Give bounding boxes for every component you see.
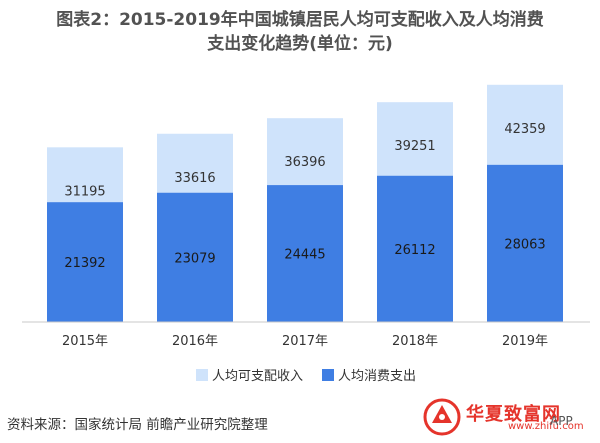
legend-swatch bbox=[196, 369, 208, 381]
x-tick-label: 2019年 bbox=[502, 334, 548, 349]
expense-value-label: 21392 bbox=[64, 256, 105, 271]
brand-name: 华夏致富网 bbox=[466, 404, 561, 425]
x-tick-label: 2015年 bbox=[62, 334, 108, 349]
expense-bar bbox=[487, 164, 563, 322]
x-tick-label: 2018年 bbox=[392, 334, 438, 349]
income-value-label: 33616 bbox=[174, 171, 215, 186]
legend-label: 人均消费支出 bbox=[338, 369, 416, 384]
legend-swatch bbox=[322, 369, 334, 381]
income-value-label: 39251 bbox=[394, 139, 435, 154]
income-value-label: 42359 bbox=[504, 122, 545, 137]
x-tick-label: 2017年 bbox=[282, 334, 328, 349]
expense-bar bbox=[377, 175, 453, 322]
expense-bar bbox=[267, 185, 343, 322]
expense-bar bbox=[47, 202, 123, 322]
income-value-label: 36396 bbox=[284, 155, 325, 170]
expense-bar bbox=[157, 192, 233, 322]
chart-title-line-2: 支出变化趋势(单位：元) bbox=[207, 34, 393, 54]
expense-value-label: 28063 bbox=[504, 237, 545, 252]
chart-title-line-1: 图表2：2015-2019年中国城镇居民人均可支配收入及人均消费 bbox=[56, 10, 544, 30]
brand-logo-icon bbox=[423, 398, 461, 436]
expense-value-label: 24445 bbox=[284, 248, 325, 263]
watermark-badge: 华夏致富网 www.zhifu.com APP bbox=[422, 397, 600, 443]
brand-subtitle: www.zhifu.com bbox=[508, 421, 584, 432]
expense-value-label: 26112 bbox=[394, 243, 435, 258]
app-label: APP bbox=[550, 414, 573, 428]
legend-label: 人均可支配收入 bbox=[212, 369, 303, 384]
income-value-label: 31195 bbox=[64, 184, 105, 199]
expense-value-label: 23079 bbox=[174, 251, 215, 266]
data-source-note: 资料来源：国家统计局 前瞻产业研究院整理 bbox=[7, 417, 268, 433]
x-tick-label: 2016年 bbox=[172, 334, 218, 349]
